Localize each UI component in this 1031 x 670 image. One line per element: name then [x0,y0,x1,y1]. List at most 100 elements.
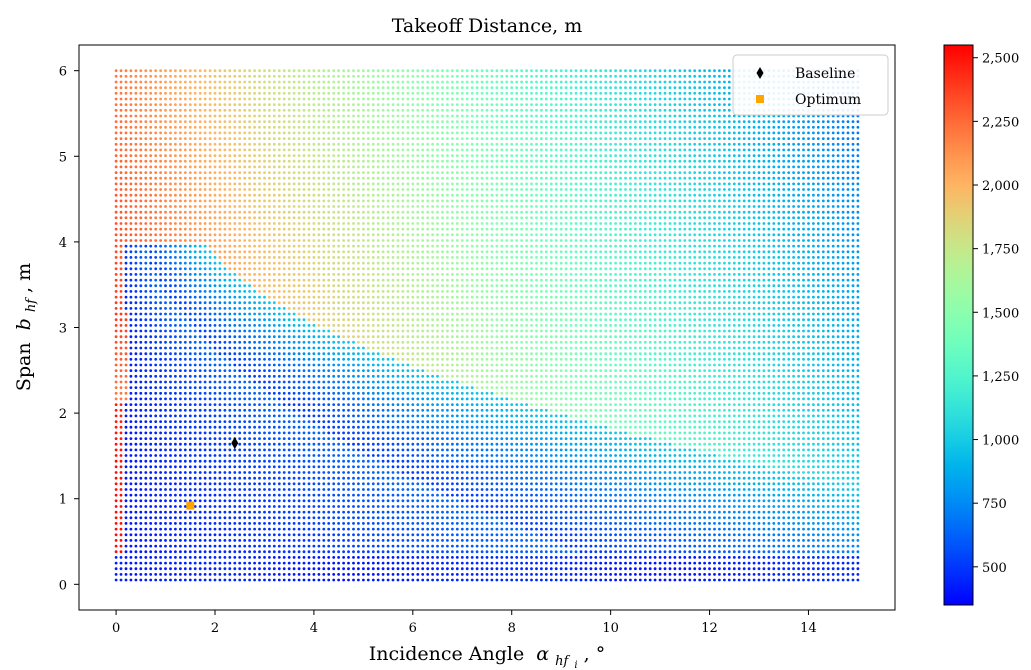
scatter-point [312,437,316,440]
scatter-point [159,205,163,208]
scatter-point [134,295,138,299]
scatter-point [381,329,385,333]
scatter-point [124,391,128,395]
scatter-point [213,425,217,429]
scatter-point [263,137,266,141]
scatter-point [159,97,163,101]
scatter-point [114,261,118,265]
scatter-point [381,380,385,384]
scatter-point [307,256,311,259]
scatter-point [248,482,252,486]
scatter-point [268,533,271,537]
scatter-point [357,159,360,163]
scatter-point [357,233,360,237]
scatter-point [272,425,276,429]
scatter-point [183,403,187,406]
scatter-point [179,573,182,576]
scatter-point [253,516,256,520]
scatter-point [174,216,177,220]
scatter-point [188,171,192,175]
scatter-point [332,420,336,423]
scatter-point [327,510,331,514]
scatter-point [381,420,385,423]
scatter-point [134,346,138,350]
scatter-point [253,408,256,412]
scatter-point [322,165,326,169]
scatter-point [243,256,247,259]
scatter-point [337,510,340,514]
scatter-point [337,335,340,339]
scatter-point [381,561,385,565]
scatter-point [248,324,252,327]
scatter-point [381,539,385,542]
scatter-point [322,227,326,231]
scatter-point [337,114,340,118]
scatter-point [272,154,276,158]
scatter-point [282,397,286,401]
scatter-point [169,414,172,418]
scatter-point [322,454,326,457]
scatter-point [253,86,256,90]
scatter-point [362,120,365,123]
scatter-point [376,290,380,293]
scatter-point [228,363,232,367]
scatter-point [347,352,350,356]
scatter-point [282,488,286,491]
scatter-point [277,205,281,208]
scatter-point [183,108,187,112]
scatter-point [139,374,143,378]
scatter-point [362,80,365,84]
scatter-point [357,125,360,129]
scatter-point [302,448,306,452]
scatter-point [297,318,301,322]
scatter-point [342,103,345,106]
scatter-point [376,533,380,537]
scatter-point [139,505,143,508]
scatter-point [139,278,143,282]
scatter-point [287,357,291,361]
scatter-point [179,397,182,401]
scatter-point [154,420,158,423]
scatter-point [218,539,222,542]
scatter-point [366,493,370,497]
scatter-point [124,233,128,237]
scatter-point [302,176,306,180]
scatter-point [243,239,247,242]
scatter-point [213,357,217,361]
scatter-point [263,414,266,418]
scatter-point [322,216,326,220]
scatter-point [119,69,123,73]
scatter-point [312,561,316,565]
scatter-point [307,527,311,531]
scatter-point [337,108,340,112]
scatter-point [119,425,123,429]
scatter-point [119,420,123,423]
scatter-point [253,403,256,406]
scatter-point [312,278,316,282]
scatter-point [149,239,153,242]
scatter-point [188,97,192,101]
scatter-point [253,386,256,389]
scatter-point [268,522,271,525]
scatter-point [198,340,202,344]
scatter-point [277,431,281,435]
scatter-point [332,391,336,395]
scatter-point [347,420,350,423]
scatter-point [248,159,252,163]
scatter-point [213,165,217,169]
scatter-point [282,539,286,542]
scatter-point [337,556,340,559]
scatter-point [174,550,177,554]
scatter-point [149,176,153,180]
scatter-point [233,471,237,474]
scatter-point [174,544,177,548]
scatter-point [233,329,237,333]
scatter-point [357,380,360,384]
scatter-point [213,250,217,254]
scatter-point [243,550,247,554]
scatter-point [124,142,128,146]
scatter-point [139,465,143,469]
scatter-point [149,137,153,141]
scatter-point [114,86,118,90]
scatter-point [174,171,177,175]
